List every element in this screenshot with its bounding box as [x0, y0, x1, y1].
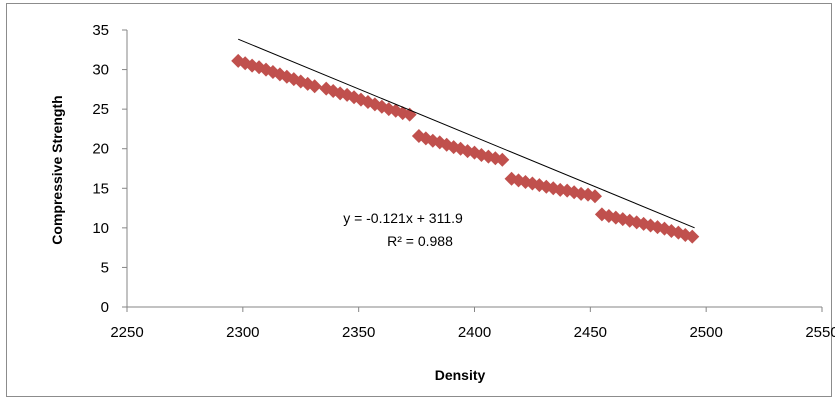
x-tick-label: 2350: [342, 324, 375, 341]
y-tick-label: 20: [92, 141, 109, 158]
y-tick-label: 0: [101, 299, 109, 316]
y-tick-label: 35: [92, 22, 109, 39]
data-points: [231, 54, 699, 244]
x-axis-title: Density: [435, 367, 486, 383]
y-tick-label: 5: [101, 259, 109, 276]
trendline: [238, 39, 694, 228]
x-tick-label: 2250: [110, 324, 143, 341]
y-tick-label: 30: [92, 62, 109, 79]
x-tick-label: 2550: [805, 324, 835, 341]
x-tick-label: 2500: [689, 324, 722, 341]
x-tick-label: 2400: [458, 324, 491, 341]
x-axis-ticks: 2250 2300 2350 2400 2450 2500 2550: [110, 307, 835, 341]
y-axis-title: Compressive Strength: [49, 95, 65, 244]
x-tick-label: 2300: [226, 324, 259, 341]
trendline-r2: R² = 0.988: [387, 233, 453, 249]
trendline-equation: y = -0.121x + 311.9: [343, 210, 463, 226]
x-tick-label: 2450: [574, 324, 607, 341]
y-axis-ticks: 0 5 10 15 20 25 30 35: [92, 22, 127, 316]
y-tick-label: 25: [92, 101, 109, 118]
y-tick-label: 10: [92, 220, 109, 237]
y-tick-label: 15: [92, 180, 109, 197]
